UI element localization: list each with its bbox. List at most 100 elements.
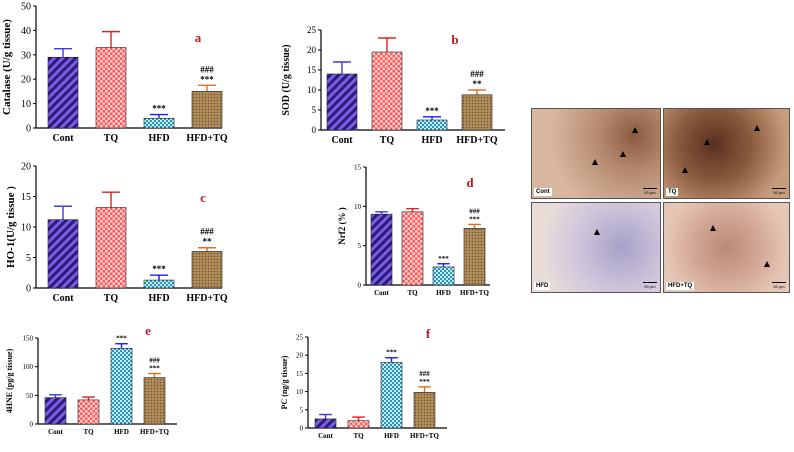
- y-tick-label: 40: [21, 26, 31, 37]
- category-label: HFD: [436, 289, 451, 297]
- y-tick-label: 25: [307, 25, 317, 35]
- y-tick-label: 15: [21, 192, 31, 203]
- y-tick-label: 0: [26, 124, 31, 135]
- category-label: TQ: [83, 428, 94, 436]
- significance-mark: ###: [200, 227, 214, 237]
- arrowhead-icon: [682, 167, 688, 173]
- panel-letter: c: [200, 190, 206, 205]
- category-label: TQ: [380, 135, 395, 146]
- arrowhead-icon: [710, 225, 716, 231]
- y-axis-label: HO-1(U/g tissue ): [5, 186, 17, 268]
- category-label: HFD: [384, 432, 399, 440]
- y-tick-label: 150: [23, 334, 34, 342]
- category-label: HFD+TQ: [186, 293, 227, 304]
- significance-mark: ***: [152, 264, 166, 274]
- significance-mark: ***: [425, 106, 439, 116]
- y-tick-label: 0: [30, 420, 34, 428]
- micrograph-hfd: HFD 50 μm: [531, 202, 661, 293]
- y-axis-label: Nrf2 (% ): [337, 207, 347, 245]
- bar-hfd: [110, 348, 133, 425]
- category-label: Cont: [318, 432, 333, 440]
- chart-b: 0 5 10 15 20 25 SOD (U/g tissue) Cont TQ HFD *** HF…: [281, 25, 505, 146]
- y-tick-label: 25: [296, 333, 304, 341]
- scale-bar: 50 μm: [773, 190, 785, 195]
- y-tick-label: 50: [26, 392, 34, 400]
- significance-mark: ***: [386, 349, 397, 357]
- category-label: HFD: [114, 428, 129, 436]
- bar-hfd: [416, 119, 448, 131]
- scale-bar: 50 μm: [644, 190, 656, 195]
- y-tick-label: 10: [307, 85, 317, 95]
- significance-mark: **: [473, 79, 483, 89]
- category-label: TQ: [104, 293, 119, 304]
- panel-letter: e: [145, 323, 151, 338]
- significance-mark: **: [203, 237, 213, 247]
- micrograph-hfdtq: HFD+TQ 50 μm: [663, 202, 790, 293]
- arrowhead-icon: [704, 139, 710, 145]
- category-label: Cont: [331, 135, 353, 146]
- bar-hfdtq: [413, 392, 436, 429]
- y-tick-label: 20: [21, 162, 31, 173]
- y-tick-label: 20: [296, 352, 304, 360]
- y-tick-label: 30: [21, 50, 31, 61]
- y-tick-label: 15: [307, 65, 317, 75]
- arrowhead-icon: [764, 261, 770, 267]
- significance-mark: ***: [116, 335, 127, 343]
- significance-mark: ***: [438, 255, 449, 263]
- y-tick-label: 0: [26, 284, 31, 295]
- bar-tq: [95, 207, 127, 289]
- bar-hfdtq: [191, 91, 223, 129]
- y-tick-label: 0: [300, 424, 304, 432]
- bar-hfdtq: [143, 377, 166, 425]
- bar-cont: [47, 219, 79, 289]
- bar-cont: [47, 56, 79, 129]
- bar-tq: [347, 420, 370, 429]
- arrowhead-icon: [754, 125, 760, 131]
- category-label: TQ: [353, 432, 364, 440]
- category-label: Cont: [374, 289, 389, 297]
- y-tick-label: 15: [296, 370, 304, 378]
- chart-e: 0 50 100 150 4HNE (pg/g tissue) Cont TQ HFD *** H…: [5, 323, 177, 436]
- category-label: Cont: [48, 428, 63, 436]
- bar-tq: [371, 51, 403, 131]
- bar-hfdtq: [461, 94, 493, 131]
- significance-mark: ###: [419, 370, 430, 378]
- arrowhead-icon: [632, 127, 638, 133]
- y-axis-label: 4HNE (pg/g tissue): [5, 348, 14, 413]
- bar-cont: [370, 213, 393, 286]
- bar-tq: [401, 211, 424, 286]
- bar-hfd: [432, 266, 455, 286]
- micrograph-label: HFD+TQ: [666, 282, 695, 290]
- bar-hfd: [380, 362, 403, 429]
- y-tick-label: 20: [307, 45, 317, 55]
- arrowhead-icon: [620, 151, 626, 157]
- category-label: Cont: [52, 293, 74, 304]
- significance-mark: ***: [149, 365, 160, 373]
- y-axis-label: PC (ng/g tissue): [280, 355, 289, 409]
- y-tick-label: 5: [312, 105, 317, 115]
- bar-cont: [44, 397, 67, 425]
- y-tick-label: 10: [296, 388, 304, 396]
- y-tick-label: 50: [21, 2, 31, 13]
- y-tick-label: 5: [358, 242, 362, 250]
- y-tick-label: 0: [312, 125, 317, 135]
- bar-cont: [326, 73, 358, 131]
- bar-hfd: [143, 279, 175, 289]
- category-label: TQ: [104, 133, 119, 144]
- y-tick-label: 15: [354, 163, 362, 171]
- y-tick-label: 100: [23, 363, 34, 371]
- scale-bar: 50 μm: [773, 284, 785, 289]
- category-label: HFD: [421, 135, 442, 146]
- significance-mark: ###: [470, 69, 484, 79]
- bar-tq: [95, 47, 127, 129]
- bar-hfd: [143, 117, 175, 129]
- category-label: HFD+TQ: [140, 428, 169, 436]
- y-tick-label: 20: [21, 75, 31, 86]
- category-label: HFD: [148, 133, 169, 144]
- significance-mark: ###: [149, 357, 160, 365]
- significance-mark: ###: [469, 207, 480, 215]
- y-axis-label: SOD (U/g tissue): [281, 44, 292, 115]
- bar-cont: [314, 418, 337, 429]
- micrograph-tq: TQ 50 μm: [663, 108, 790, 199]
